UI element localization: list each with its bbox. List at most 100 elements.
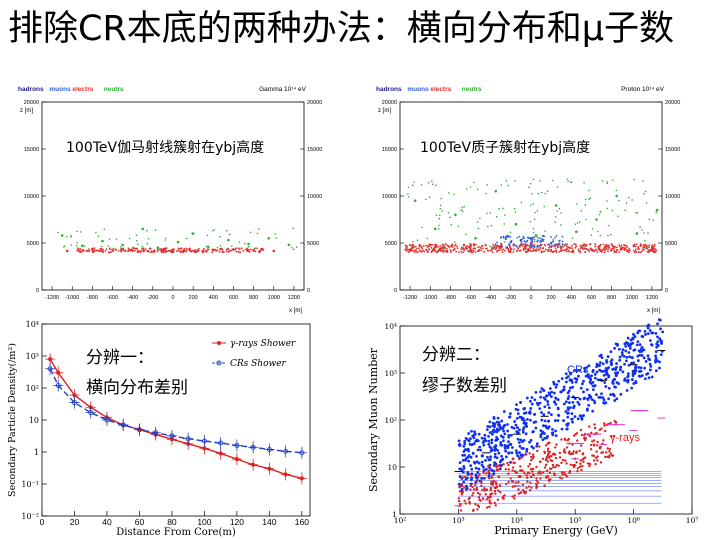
cr-event	[583, 366, 586, 370]
cr-event	[568, 378, 572, 382]
electron-hit	[258, 251, 261, 254]
cr-event	[507, 415, 511, 419]
muon-hit	[522, 235, 525, 238]
electron-hit	[464, 247, 467, 250]
cr-event	[564, 400, 568, 404]
cr-event	[605, 370, 608, 374]
gamma-event	[543, 466, 547, 469]
electron-hit	[193, 250, 196, 253]
electron-hit	[168, 250, 171, 252]
x-tick-label: -200	[147, 295, 158, 301]
muon-hit	[558, 240, 561, 242]
electron-hit	[441, 247, 443, 250]
cr-event	[560, 377, 564, 380]
x-tick-label: 10²	[394, 516, 407, 525]
neutron-hit	[479, 217, 481, 220]
data-point-crs	[47, 366, 53, 372]
cr-event	[466, 456, 470, 459]
gamma-event	[596, 455, 599, 458]
electron-hit	[104, 250, 107, 252]
data-point-electrs	[469, 248, 472, 251]
neutron-hit	[421, 226, 423, 229]
muon-hit	[561, 243, 564, 246]
neutron-hit	[213, 228, 216, 231]
neutron-hit	[426, 237, 428, 240]
neutron-hit	[438, 217, 440, 220]
cr-event	[560, 427, 564, 431]
electron-hit	[550, 250, 553, 253]
neutron-hit	[498, 207, 500, 210]
gamma-event	[561, 473, 564, 476]
electron-hit	[513, 244, 515, 247]
gamma-event	[524, 453, 528, 456]
electron-hit	[639, 251, 642, 254]
x-tick-label: 140	[262, 517, 276, 527]
cr-event	[534, 390, 538, 394]
cr-event	[614, 385, 617, 389]
electron-hit	[152, 250, 155, 253]
electron-hit	[431, 244, 434, 246]
cr-event	[492, 472, 496, 476]
electron-hit	[498, 249, 501, 252]
cr-event	[487, 474, 491, 478]
cr-event	[476, 448, 480, 452]
electron-hit	[101, 251, 104, 254]
gamma-event	[527, 465, 530, 468]
data-point-neutrs	[156, 246, 160, 249]
neutron-hit	[551, 179, 554, 182]
electron-hit	[211, 251, 214, 254]
electron-hit	[87, 248, 90, 251]
gamma-event	[608, 450, 611, 453]
x-tick-label: 0	[40, 517, 45, 527]
cr-event	[497, 421, 501, 424]
neutron-hit	[137, 243, 139, 245]
electron-hit	[634, 245, 637, 248]
gamma-event	[486, 506, 489, 509]
cr-event	[492, 428, 496, 432]
electron-hit	[564, 243, 567, 246]
electron-hit	[494, 243, 497, 246]
neutron-hit	[588, 198, 590, 200]
cr-event	[562, 402, 566, 406]
cr-event	[495, 456, 499, 460]
cr-event	[462, 444, 466, 448]
cr-event	[457, 439, 461, 443]
cr-event	[619, 365, 622, 369]
cr-event	[601, 369, 605, 373]
gamma-event	[569, 463, 572, 467]
electron-hit	[502, 248, 505, 251]
cr-event	[647, 324, 651, 327]
gamma-event	[469, 484, 472, 487]
gamma-event	[464, 502, 468, 505]
cr-event	[494, 438, 498, 442]
electron-hit	[162, 247, 165, 250]
neutron-hit	[544, 230, 546, 232]
data-point-neutrs	[595, 218, 598, 221]
cr-event	[472, 436, 476, 440]
gamma-event	[499, 491, 502, 494]
neutron-hit	[503, 223, 506, 225]
cr-event	[470, 467, 474, 471]
gamma-event	[579, 444, 583, 447]
neutron-hit	[545, 248, 548, 251]
muon-hit	[530, 245, 533, 248]
cr-event	[650, 331, 654, 335]
gamma-event	[562, 450, 566, 453]
gamma-event	[538, 445, 541, 448]
cr-event	[512, 426, 516, 430]
electron-hit	[471, 251, 474, 254]
gamma-event	[535, 482, 538, 486]
gamma-event	[592, 443, 596, 446]
cr-event	[475, 454, 478, 458]
electron-hit	[81, 249, 84, 251]
neutron-hit	[461, 206, 464, 209]
x-tick-label: 1200	[288, 295, 300, 301]
gamma-event	[545, 456, 548, 459]
neutron-hit	[644, 190, 647, 193]
neutron-hit	[469, 186, 472, 188]
neutron-hit	[219, 235, 221, 238]
cr-event	[582, 390, 585, 394]
muon-hit	[561, 235, 564, 238]
cr-event	[543, 398, 547, 401]
gamma-event	[507, 472, 510, 475]
